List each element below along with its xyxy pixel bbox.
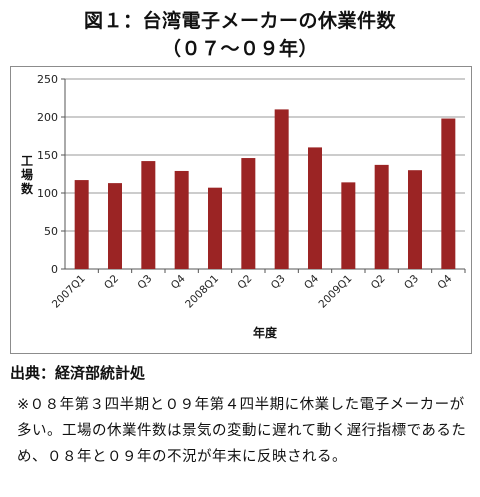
bar-Q2	[374, 164, 389, 269]
bar-2007Q1	[74, 180, 89, 269]
x-tick-label: Q2	[102, 273, 121, 292]
x-axis-label: 年度	[253, 325, 278, 340]
y-axis-label: 数	[21, 181, 34, 196]
x-tick-label: Q4	[169, 272, 188, 291]
chart-subtitle: （０７～０９年）	[161, 38, 318, 60]
y-tick-label: 50	[44, 225, 58, 238]
x-tick-label: Q3	[269, 273, 288, 292]
y-tick-label: 250	[37, 73, 58, 86]
y-tick-label: 0	[51, 263, 58, 276]
footnote: ※０８年第３四半期と０９年第４四半期に休業した電子メーカーが多い。工場の休業件数…	[17, 397, 467, 465]
y-axis-label: 場	[21, 167, 33, 182]
x-tick-label: Q4	[435, 272, 454, 291]
bar-2008Q1	[208, 187, 222, 269]
source-label: 出典：経済部統計処	[10, 364, 146, 382]
x-tick-label: 2009Q1	[317, 273, 355, 311]
bar-Q3	[141, 161, 156, 269]
y-tick-label: 100	[37, 187, 58, 200]
bar-Q4	[308, 147, 322, 269]
x-tick-label: 2008Q1	[183, 273, 221, 311]
y-tick-label: 150	[37, 149, 58, 162]
bar-Q4	[441, 118, 456, 269]
x-tick-label: Q2	[235, 273, 254, 292]
x-tick-label: Q2	[369, 273, 388, 292]
bar-Q4	[174, 170, 189, 269]
chart-frame: 0 50 100 150 200 250 2007Q1 Q2 Q3 Q4 2008Q1 Q2 Q3 Q4 2…	[10, 66, 472, 354]
bar-Q2	[241, 158, 256, 269]
bar-2009Q1	[341, 182, 356, 269]
x-tick-label: Q4	[302, 272, 321, 291]
chart-title: 図１：台湾電子メーカーの休業件数	[83, 10, 396, 32]
bar-Q3	[408, 170, 422, 269]
bar-Q3	[274, 109, 289, 270]
x-tick-label: Q3	[135, 273, 154, 292]
x-tick-label: Q3	[402, 273, 421, 292]
bar-Q2	[108, 183, 122, 269]
y-axis-label: 工	[21, 154, 33, 168]
x-tick-label: 2007Q1	[50, 273, 88, 311]
y-tick-label: 200	[37, 111, 58, 124]
